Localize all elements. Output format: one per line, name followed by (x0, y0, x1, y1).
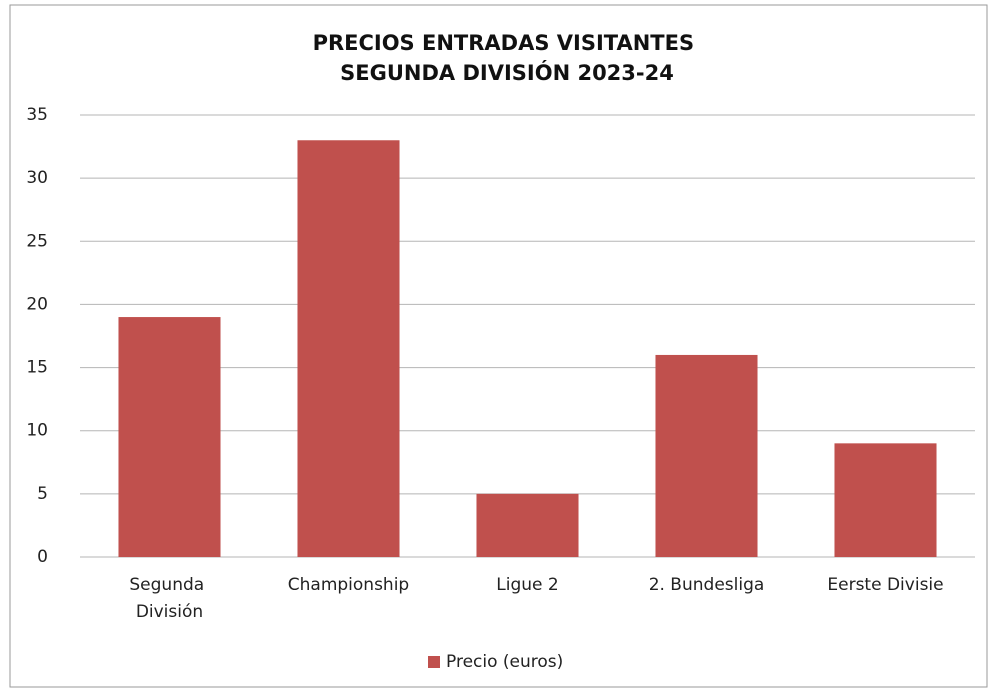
y-tick-label: 10 (26, 421, 48, 441)
y-tick-label: 20 (26, 294, 48, 314)
legend-label: Precio (euros) (446, 652, 563, 672)
x-tick-label: Championship (288, 575, 409, 595)
x-tick-label: Ligue 2 (496, 575, 558, 595)
y-tick-label: 15 (26, 358, 48, 378)
bar (297, 140, 400, 557)
x-tick-label: Segunda División (129, 575, 209, 622)
chart-title: PRECIOS ENTRADAS VISITANTES SEGUNDA DIVI… (313, 31, 702, 85)
x-tick-label: 2. Bundesliga (649, 575, 765, 595)
y-tick-label: 30 (26, 168, 48, 188)
x-tick-label: Eerste Divisie (827, 575, 943, 595)
legend-swatch (428, 656, 440, 668)
bar (834, 443, 937, 557)
bar (655, 354, 758, 557)
bar (476, 493, 579, 557)
y-tick-label: 5 (37, 484, 48, 504)
y-tick-label: 35 (26, 105, 48, 125)
y-tick-label: 0 (37, 547, 48, 567)
bar (118, 317, 221, 557)
y-tick-label: 25 (26, 231, 48, 251)
